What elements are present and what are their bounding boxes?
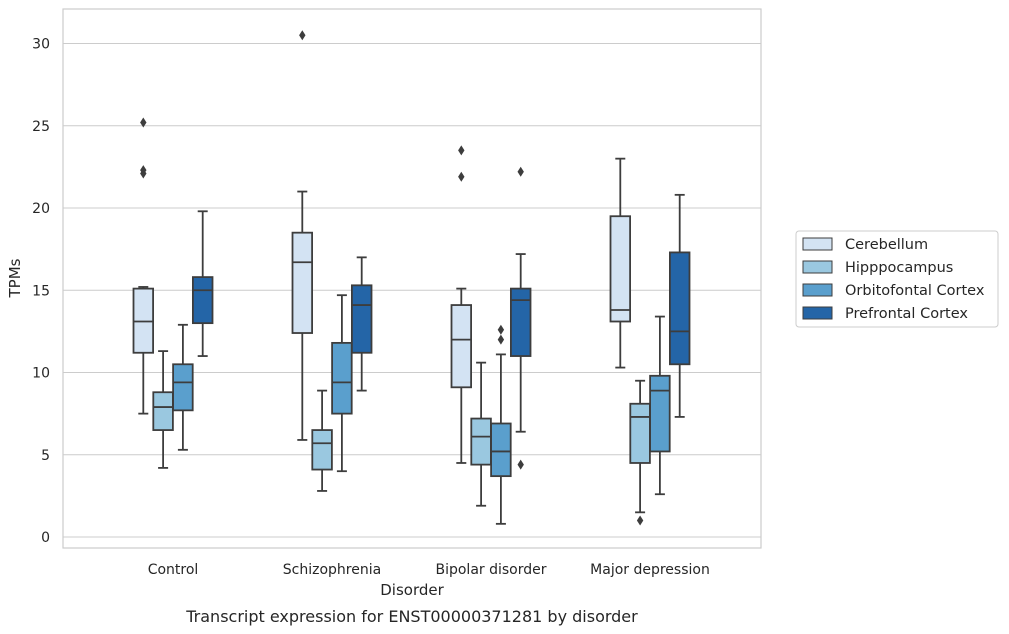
x-tick-label: Major depression: [590, 562, 710, 578]
y-tick-label: 30: [32, 37, 50, 53]
box-body: [509, 287, 532, 357]
legend-frame: [795, 230, 999, 328]
box-body: [609, 215, 632, 323]
box-2-0: [172, 323, 194, 451]
legend-label: Hipppocampus: [845, 260, 953, 276]
plot-frame: [62, 8, 762, 549]
box-0-1: [291, 30, 314, 441]
y-tick-label: 0: [41, 530, 50, 546]
legend-swatch: [802, 237, 833, 251]
box-body: [311, 429, 333, 471]
box-body: [629, 402, 651, 464]
x-tick-labels: Control Schizophrenia Bipolar disorder Majo…: [148, 562, 710, 578]
box-0-0: [132, 117, 155, 415]
y-tick-label: 5: [41, 448, 50, 464]
legend-label: Cerebellum: [845, 237, 928, 253]
legend: Cerebellum Hipppocampus Orbitofontal Corte…: [795, 230, 999, 328]
outlier-marker: [517, 459, 524, 470]
outlier-marker: [140, 117, 147, 128]
legend-swatch: [802, 306, 833, 320]
box-body: [191, 276, 214, 325]
legend-swatch: [802, 283, 833, 297]
box-3-3: [669, 193, 691, 418]
box-body: [450, 304, 473, 389]
box-3-0: [191, 210, 214, 357]
x-axis-label: Disorder: [380, 581, 444, 599]
legend-swatch: [802, 260, 833, 274]
box-0-3: [609, 157, 632, 369]
outlier-marker: [458, 145, 465, 156]
y-tick-label: 10: [32, 366, 50, 382]
outlier-marker: [299, 30, 306, 41]
box-body: [649, 374, 671, 453]
x-tick-label: Bipolar disorder: [435, 562, 546, 578]
box-1-2: [470, 361, 492, 507]
box-body: [470, 417, 492, 466]
box-body: [172, 363, 194, 412]
outlier-marker: [458, 171, 465, 182]
box-1-1: [311, 389, 333, 492]
x-tick-label: Control: [148, 562, 199, 578]
outlier-marker: [497, 334, 505, 345]
box-body: [490, 422, 512, 478]
box-body: [331, 341, 353, 415]
box-body: [152, 391, 174, 431]
legend-label: Orbitofontal Cortex: [845, 283, 985, 299]
boxes: [132, 30, 691, 526]
legend-label: Prefrontal Cortex: [845, 306, 968, 322]
chart-caption: Transcript expression for ENST0000037128…: [185, 607, 638, 626]
box-2-1: [331, 294, 353, 473]
box-3-1: [350, 256, 373, 392]
box-2-2: [490, 324, 512, 525]
y-tick-label: 20: [32, 201, 50, 217]
y-tick-label: 25: [32, 119, 50, 135]
box-0-2: [450, 145, 473, 464]
box-body: [291, 231, 314, 334]
box-3-2: [509, 166, 532, 470]
y-axis-label: TPMs: [6, 258, 24, 298]
x-tick-label: Schizophrenia: [283, 562, 381, 578]
box-2-3: [649, 315, 671, 496]
outlier-marker: [140, 168, 147, 179]
outlier-marker: [497, 324, 505, 335]
box-body: [350, 284, 373, 354]
box-body: [669, 251, 691, 366]
outlier-marker: [636, 515, 644, 526]
y-tick-label: 15: [32, 283, 50, 299]
box-1-3: [629, 379, 651, 526]
y-tick-labels: 0 5 10 15 20 25 30: [32, 37, 50, 547]
outlier-marker: [517, 166, 524, 177]
